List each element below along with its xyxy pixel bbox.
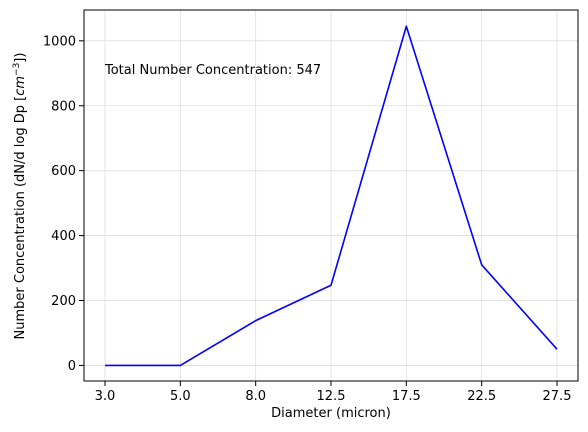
y-tick-label: 600 xyxy=(51,164,76,179)
x-axis-label: Diameter (micron) xyxy=(271,406,391,421)
y-axis-label-prefix: Number Concentration (dN/d log Dp [ xyxy=(13,96,28,340)
x-tick-label: 5.0 xyxy=(170,389,191,404)
x-tick-label: 12.5 xyxy=(317,389,346,404)
y-tick-label: 1000 xyxy=(43,34,76,49)
y-axis-label-suffix: ]) xyxy=(13,53,28,63)
y-axis-label-exp: −3 xyxy=(12,63,22,76)
x-axis-ticks: 3.0 5.0 8.0 12.5 17.5 22.5 27.5 xyxy=(95,381,572,404)
y-tick-label: 200 xyxy=(51,294,76,309)
x-tick-label: 8.0 xyxy=(245,389,266,404)
x-tick-label: 3.0 xyxy=(95,389,116,404)
y-axis-ticks: 0 200 400 600 800 1000 xyxy=(43,34,84,374)
x-tick-label: 27.5 xyxy=(543,389,572,404)
y-tick-label: 400 xyxy=(51,229,76,244)
x-tick-label: 22.5 xyxy=(467,389,496,404)
y-axis-label-var: cm xyxy=(13,76,28,96)
y-tick-label: 800 xyxy=(51,99,76,114)
annotation: Total Number Concentration: 547 xyxy=(104,63,321,78)
plot-frame xyxy=(83,9,579,382)
series-layer xyxy=(105,25,558,367)
series-line xyxy=(105,25,558,367)
x-tick-label: 17.5 xyxy=(392,389,421,404)
y-axis-label: Number Concentration (dN/d log Dp [cm−3]… xyxy=(12,53,28,340)
y-tick-label: 0 xyxy=(68,359,76,374)
